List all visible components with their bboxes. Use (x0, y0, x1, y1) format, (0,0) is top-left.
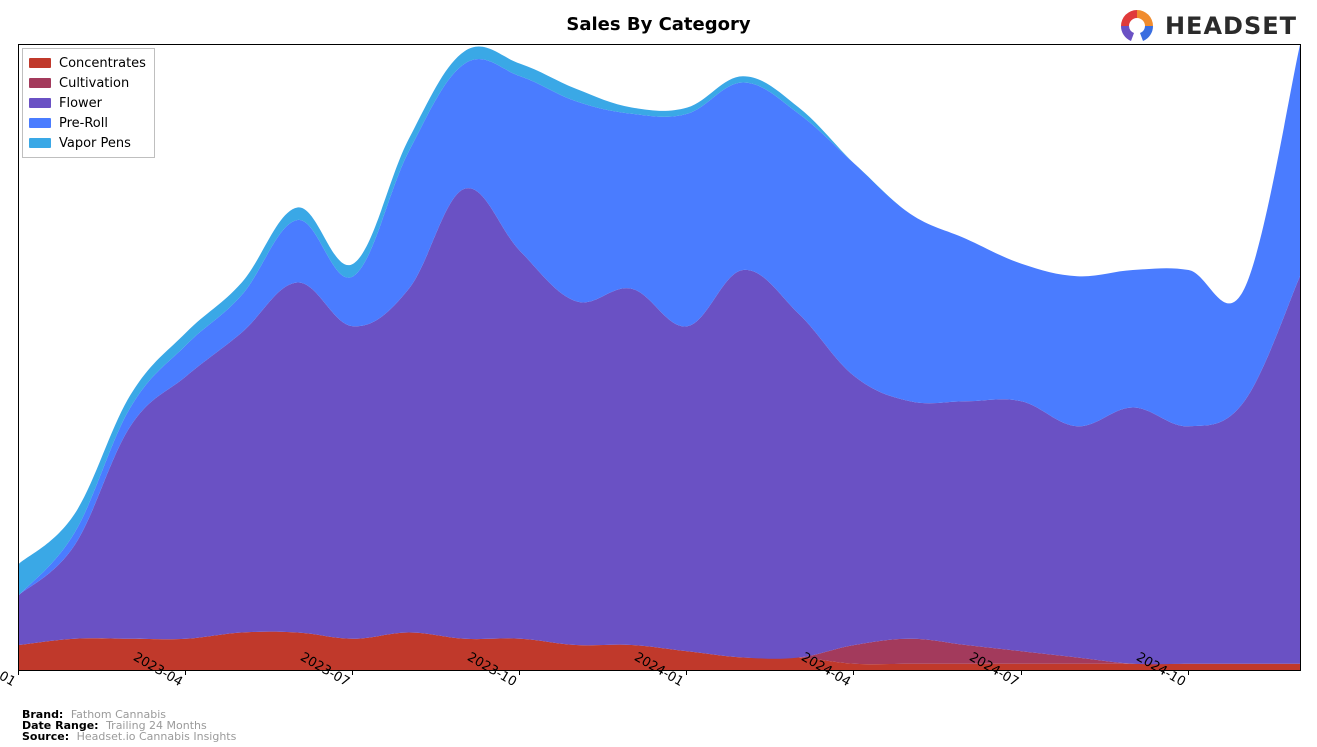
area-chart (19, 45, 1300, 670)
xtick-line (519, 670, 520, 675)
legend-item-vapor: Vapor Pens (29, 133, 146, 153)
legend-swatch (29, 138, 51, 148)
legend-swatch (29, 118, 51, 128)
xtick-line (352, 670, 353, 675)
meta-source: Source: Headset.io Cannabis Insights (22, 730, 236, 743)
legend-item-preroll: Pre-Roll (29, 113, 146, 133)
xtick-line (1021, 670, 1022, 675)
xtick-line (1188, 670, 1189, 675)
legend-swatch (29, 78, 51, 88)
meta-source-label: Source: (22, 730, 69, 743)
xtick-label: 2023-01 (0, 650, 18, 690)
legend-label: Vapor Pens (59, 136, 131, 151)
xtick-line (18, 670, 19, 675)
xtick-line (185, 670, 186, 675)
legend-swatch (29, 98, 51, 108)
legend-item-flower: Flower (29, 93, 146, 113)
legend-label: Flower (59, 96, 102, 111)
brand-logo-text: HEADSET (1165, 12, 1297, 40)
legend-swatch (29, 58, 51, 68)
legend-item-concentrates: Concentrates (29, 53, 146, 73)
legend-label: Concentrates (59, 56, 146, 71)
xtick-line (853, 670, 854, 675)
headset-logo-icon (1117, 6, 1157, 46)
legend-item-cultivation: Cultivation (29, 73, 146, 93)
brand-logo: HEADSET (1117, 6, 1297, 46)
xtick-line (686, 670, 687, 675)
legend-label: Pre-Roll (59, 116, 108, 131)
meta-source-value: Headset.io Cannabis Insights (77, 730, 237, 743)
legend: Concentrates Cultivation Flower Pre-Roll Vap… (22, 48, 155, 158)
legend-label: Cultivation (59, 76, 129, 91)
